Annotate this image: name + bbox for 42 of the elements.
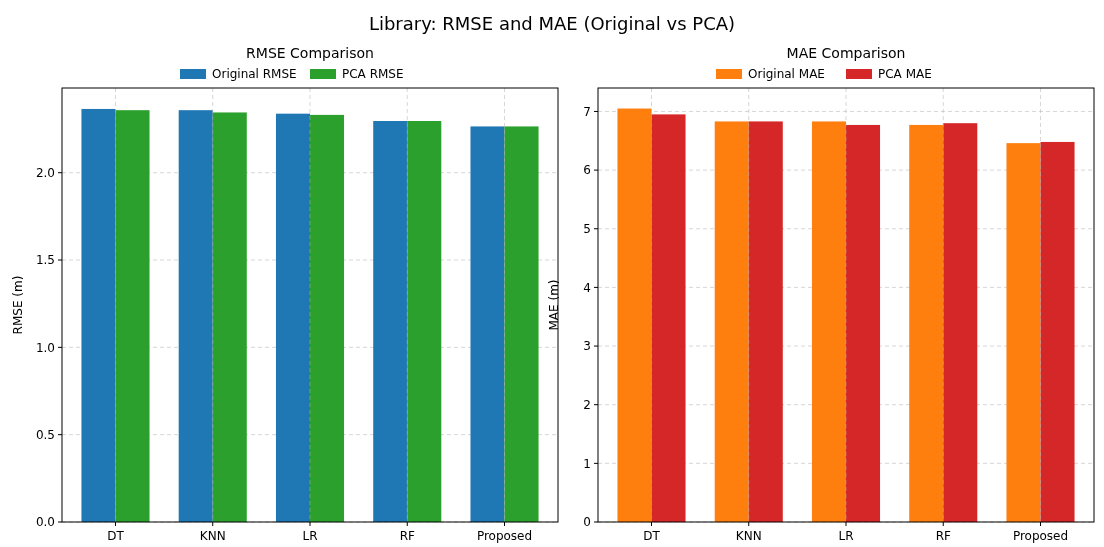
bar — [617, 108, 652, 522]
y-tick-label: 0.5 — [35, 427, 55, 442]
y-tick-label: 1.5 — [35, 253, 55, 268]
bar — [811, 121, 846, 522]
y-tick-label: 2.0 — [35, 165, 55, 180]
x-tick-label: Proposed — [1012, 529, 1069, 543]
y-axis-title: RMSE (m) — [11, 275, 25, 335]
y-axis-title: MAE (m) — [547, 279, 561, 331]
y-tick-label: 5 — [583, 221, 591, 236]
x-tick-label: DT — [107, 529, 125, 543]
bar — [1006, 143, 1041, 522]
x-tick-label: DT — [643, 529, 661, 543]
y-tick-label: 7 — [583, 104, 591, 119]
y-tick-label: 6 — [583, 163, 591, 178]
x-tick-label: KNN — [735, 529, 762, 543]
y-tick-label: 3 — [583, 339, 591, 354]
x-tick-label: RF — [399, 529, 415, 543]
y-tick-label: 2 — [583, 397, 591, 412]
y-tick-label: 0.0 — [35, 515, 55, 530]
x-tick-label: LR — [302, 529, 318, 543]
text: Library: RMSE and MAE (Original vs PCA) — [368, 13, 736, 34]
bar — [909, 124, 944, 522]
x-tick-label: KNN — [199, 529, 226, 543]
bar — [846, 124, 881, 522]
legend-label: PCA RMSE — [342, 67, 404, 81]
chart-title: RMSE Comparison — [246, 45, 374, 61]
chart-title: MAE Comparison — [786, 45, 906, 61]
bar — [714, 121, 749, 522]
bar — [1040, 141, 1075, 522]
legend-label: Original MAE — [748, 67, 825, 81]
x-tick-label: RF — [935, 529, 951, 543]
x-tick-label: Proposed — [476, 529, 533, 543]
legend-label: Original RMSE — [212, 67, 297, 81]
y-tick-label: 1.0 — [35, 340, 55, 355]
y-tick-label: 4 — [583, 280, 591, 295]
y-tick-label: 1 — [583, 456, 591, 471]
bar — [748, 121, 783, 522]
bar — [651, 114, 686, 522]
legend-label: PCA MAE — [878, 67, 932, 81]
y-tick-label: 0 — [583, 515, 591, 530]
bar — [943, 123, 978, 522]
x-tick-label: LR — [838, 529, 854, 543]
